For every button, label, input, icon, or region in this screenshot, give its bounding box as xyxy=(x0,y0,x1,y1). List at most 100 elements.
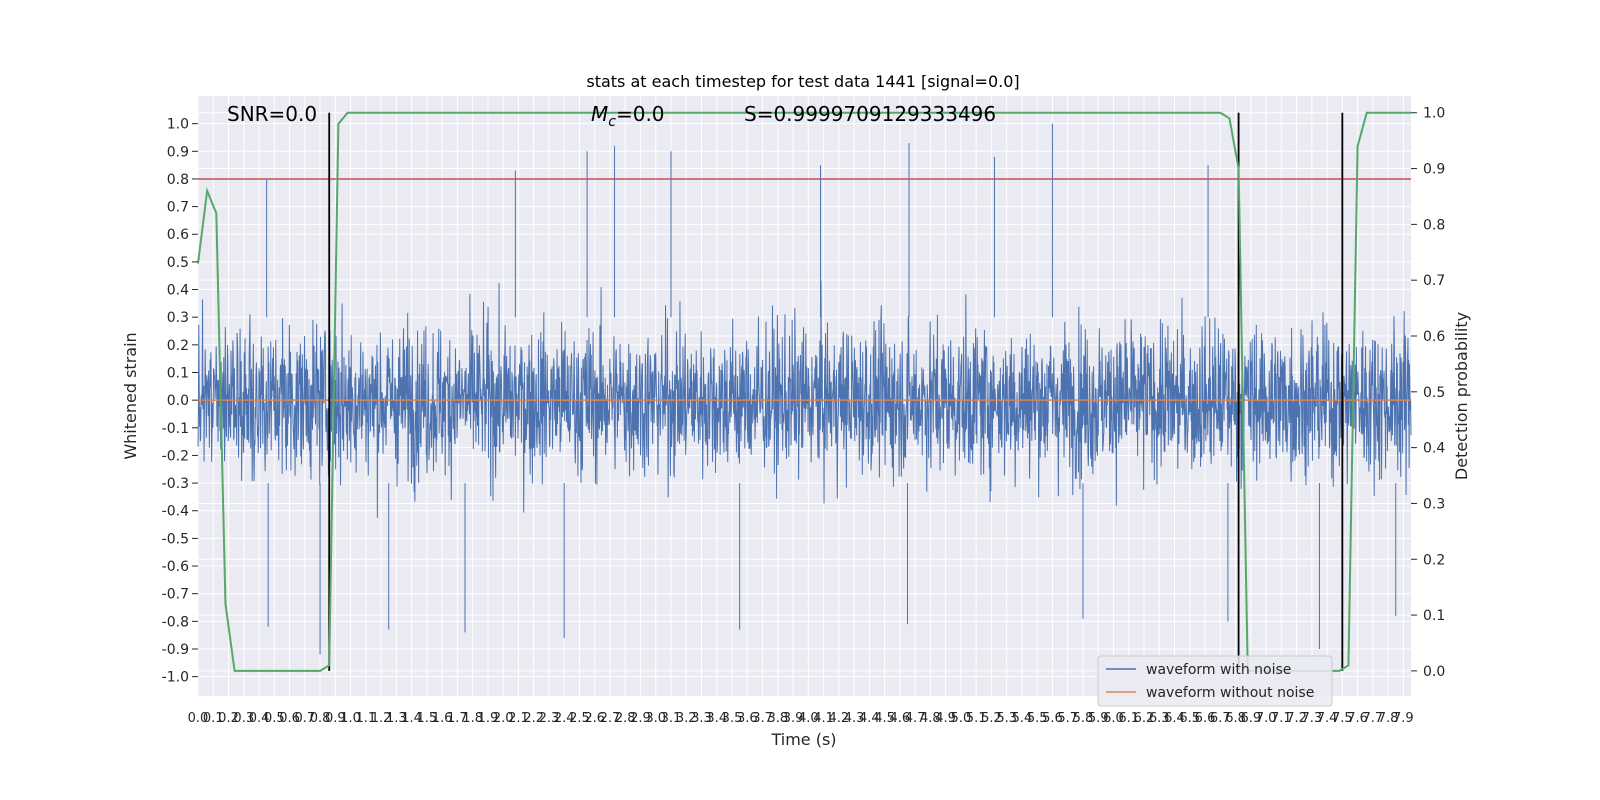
x-tick-label-11: 1.1 xyxy=(355,711,376,726)
x-tick-label-12: 1.2 xyxy=(371,711,392,726)
y-tick-label-19: -0.9 xyxy=(162,642,189,658)
x-tick-label-33: 3.3 xyxy=(691,711,712,726)
x-tick-label-60: 6.0 xyxy=(1103,711,1124,726)
x-tick-label-36: 3.6 xyxy=(737,711,758,726)
x-tick-label-50: 5.0 xyxy=(951,711,972,726)
chart-title: stats at each timestep for test data 144… xyxy=(586,72,1019,91)
y-tick-label-7: 0.3 xyxy=(167,310,189,326)
x-tick-label-72: 7.2 xyxy=(1286,711,1307,726)
y-tick-label-6: 0.4 xyxy=(167,283,189,299)
x-tick-label-70: 7.0 xyxy=(1256,711,1277,726)
y2-tick-label-10: 0.0 xyxy=(1423,664,1445,680)
x-tick-label-1: 0.1 xyxy=(203,711,224,726)
x-tick-label-54: 5.4 xyxy=(1012,711,1033,726)
x-tick-label-8: 0.8 xyxy=(310,711,331,726)
x-tick-label-58: 5.8 xyxy=(1073,711,1094,726)
x-tick-label-10: 1.0 xyxy=(340,711,361,726)
x-tick-label-41: 4.1 xyxy=(813,711,834,726)
x-tick-label-6: 0.6 xyxy=(279,711,300,726)
y2-tick-label-7: 0.3 xyxy=(1423,496,1445,512)
x-tick-label-37: 3.7 xyxy=(752,711,773,726)
y2-axis-label: Detection probability xyxy=(1452,312,1471,480)
x-tick-label-66: 6.6 xyxy=(1195,711,1216,726)
x-tick-label-56: 5.6 xyxy=(1042,711,1063,726)
y-tick-label-17: -0.7 xyxy=(162,587,189,603)
x-tick-label-31: 3.1 xyxy=(661,711,682,726)
x-tick-label-44: 4.4 xyxy=(859,711,880,726)
x-tick-label-48: 4.8 xyxy=(920,711,941,726)
x-tick-label-23: 2.3 xyxy=(539,711,560,726)
annotation-mc-value: =0.0 xyxy=(616,102,665,126)
x-tick-label-57: 5.7 xyxy=(1057,711,1078,726)
y2-axis-ticks: 1.0 0.9 0.8 0.7 0.6 0.5 0.4 0.3 0.2 0.1 0.0 xyxy=(1411,106,1445,680)
y-tick-label-2: 0.8 xyxy=(167,172,189,188)
y-tick-label-3: 0.7 xyxy=(167,200,189,216)
x-tick-label-49: 4.9 xyxy=(935,711,956,726)
x-tick-label-47: 4.7 xyxy=(905,711,926,726)
legend-label-without-noise: waveform without noise xyxy=(1146,685,1314,701)
x-tick-label-2: 0.2 xyxy=(218,711,239,726)
y-tick-label-9: 0.1 xyxy=(167,365,189,381)
x-tick-label-55: 5.5 xyxy=(1027,711,1048,726)
y-tick-label-18: -0.8 xyxy=(162,614,189,630)
x-tick-label-28: 2.8 xyxy=(615,711,636,726)
x-tick-label-52: 5.2 xyxy=(981,711,1002,726)
x-tick-label-42: 4.2 xyxy=(828,711,849,726)
y-tick-label-16: -0.6 xyxy=(162,559,189,575)
x-tick-label-62: 6.2 xyxy=(1134,711,1155,726)
y-tick-label-13: -0.3 xyxy=(162,476,189,492)
annotation-snr: SNR=0.0 xyxy=(227,102,317,126)
y2-tick-label-0: 1.0 xyxy=(1423,106,1445,122)
x-tick-label-74: 7.4 xyxy=(1317,711,1338,726)
x-tick-label-35: 3.5 xyxy=(722,711,743,726)
y-tick-label-0: 1.0 xyxy=(167,117,189,133)
y-tick-label-1: 0.9 xyxy=(167,144,189,160)
x-tick-label-26: 2.6 xyxy=(584,711,605,726)
annotation-mc-sub: c xyxy=(608,114,616,130)
x-tick-label-43: 4.3 xyxy=(844,711,865,726)
x-tick-label-4: 0.4 xyxy=(249,711,270,726)
y2-tick-label-1: 0.9 xyxy=(1423,162,1445,178)
y-tick-label-14: -0.4 xyxy=(162,504,189,520)
x-tick-label-22: 2.2 xyxy=(523,711,544,726)
y-tick-label-4: 0.6 xyxy=(167,227,189,243)
x-tick-label-76: 7.6 xyxy=(1347,711,1368,726)
y-tick-label-15: -0.5 xyxy=(162,531,189,547)
x-tick-label-73: 7.3 xyxy=(1301,711,1322,726)
x-tick-label-78: 7.8 xyxy=(1378,711,1399,726)
x-tick-label-64: 6.4 xyxy=(1164,711,1185,726)
x-tick-label-17: 1.7 xyxy=(447,711,468,726)
annotation-s: S=0.9999709129333496 xyxy=(744,102,996,126)
y-axis-label: Whitened strain xyxy=(121,332,140,459)
y2-tick-label-2: 0.8 xyxy=(1423,217,1445,233)
x-axis-ticks: 0.00.10.20.30.40.50.60.70.80.91.01.11.21… xyxy=(188,711,1414,726)
x-tick-label-51: 5.1 xyxy=(966,711,987,726)
x-tick-label-71: 7.1 xyxy=(1271,711,1292,726)
x-tick-label-65: 6.5 xyxy=(1179,711,1200,726)
x-tick-label-46: 4.6 xyxy=(890,711,911,726)
y2-tick-label-4: 0.6 xyxy=(1423,329,1445,345)
y-tick-label-20: -1.0 xyxy=(162,670,189,686)
x-tick-label-53: 5.3 xyxy=(996,711,1017,726)
annotation-mc-symbol: M xyxy=(591,102,608,126)
x-tick-label-15: 1.5 xyxy=(417,711,438,726)
x-tick-label-75: 7.5 xyxy=(1332,711,1353,726)
y-axis-ticks: 1.0 0.9 0.8 0.7 0.6 0.5 0.4 0.3 0.2 0.1 0.0 -0.1 -0.… xyxy=(162,117,198,686)
x-tick-label-69: 6.9 xyxy=(1240,711,1261,726)
noise-waveform-line xyxy=(197,123,1412,655)
y-tick-label-12: -0.2 xyxy=(162,448,189,464)
x-tick-label-5: 0.5 xyxy=(264,711,285,726)
x-tick-label-32: 3.2 xyxy=(676,711,697,726)
x-tick-label-29: 2.9 xyxy=(630,711,651,726)
series-waveform-with-noise xyxy=(197,123,1412,655)
x-tick-label-59: 5.9 xyxy=(1088,711,1109,726)
x-tick-label-61: 6.1 xyxy=(1118,711,1139,726)
x-tick-label-18: 1.8 xyxy=(462,711,483,726)
x-axis-label: Time (s) xyxy=(770,730,836,749)
x-tick-label-63: 6.3 xyxy=(1149,711,1170,726)
x-tick-label-39: 3.9 xyxy=(783,711,804,726)
x-tick-label-25: 2.5 xyxy=(569,711,590,726)
x-tick-label-19: 1.9 xyxy=(478,711,499,726)
y2-tick-label-3: 0.7 xyxy=(1423,273,1445,289)
